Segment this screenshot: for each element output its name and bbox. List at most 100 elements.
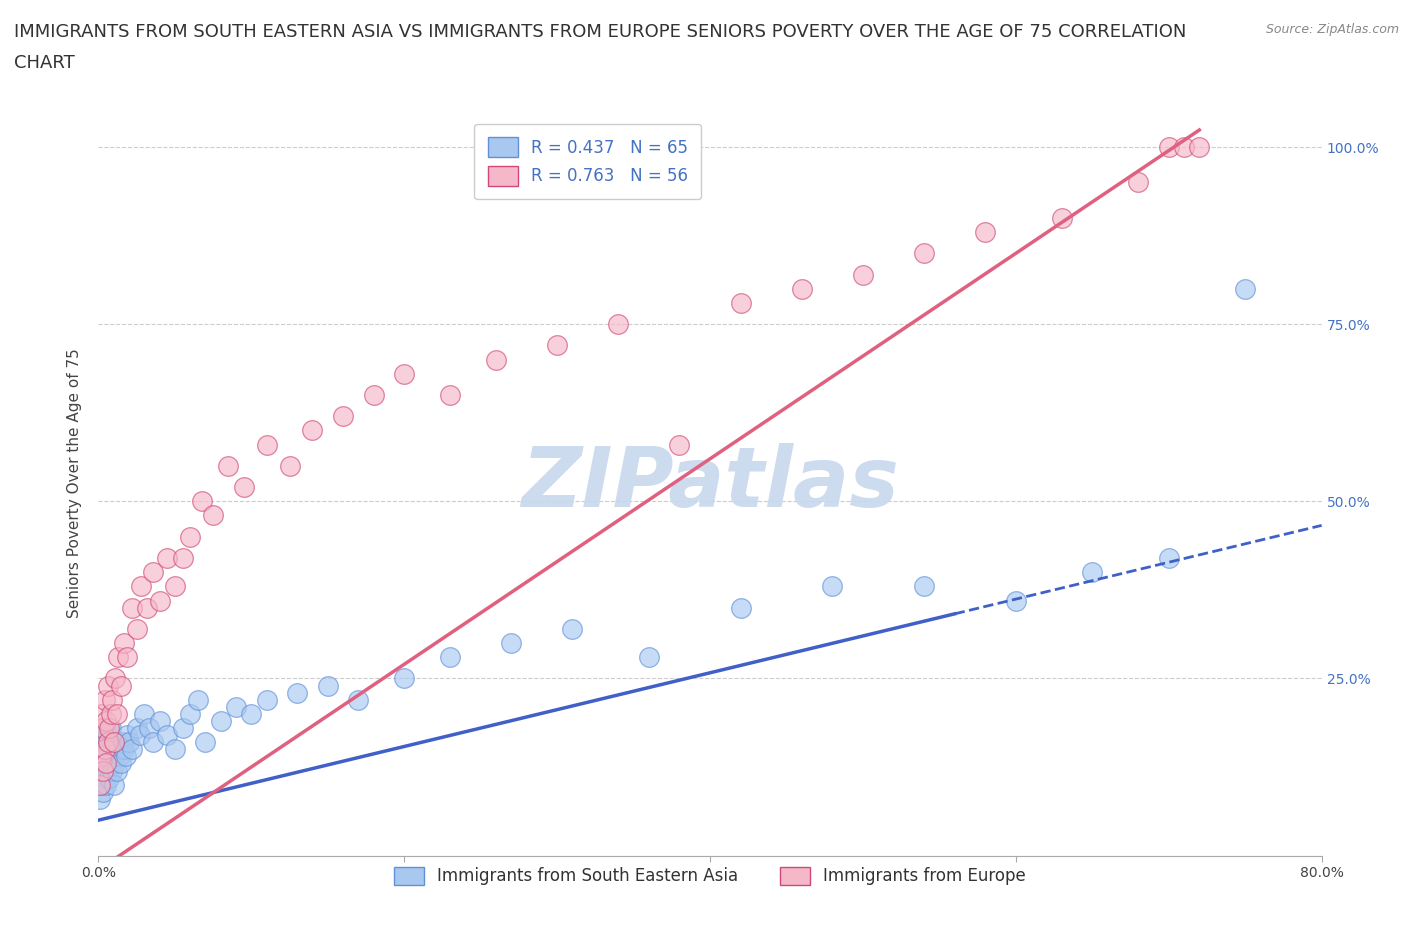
Point [194,735,217,750]
Point [240,707,263,722]
Point [232,480,254,495]
Point [91,721,114,736]
Point [103,777,125,792]
Point [100,721,122,736]
Point [149,593,172,608]
Point [110,756,132,771]
Legend: Immigrants from South Eastern Asia, Immigrants from Europe: Immigrants from South Eastern Asia, Immi… [387,860,1033,892]
Point [93,770,115,785]
Point [561,621,583,636]
Point [316,678,339,693]
Point [117,727,139,742]
Point [104,756,127,771]
Point [105,735,128,750]
Point [172,721,194,736]
Point [118,735,141,750]
Point [125,721,148,736]
Point [179,707,201,722]
Point [256,437,278,452]
Point [107,650,129,665]
Point [111,735,134,750]
Point [301,423,323,438]
Point [285,685,308,700]
Point [134,707,156,722]
Point [1081,565,1104,579]
Point [821,578,844,593]
Point [97,727,120,742]
Point [90,742,112,757]
Point [179,529,201,544]
Point [187,692,209,707]
Point [392,671,416,686]
Point [163,742,186,757]
Point [730,600,752,615]
Point [110,678,132,693]
Point [138,721,160,736]
Point [256,692,278,707]
Point [89,764,111,778]
Point [1128,175,1150,190]
Text: ZIPatlas: ZIPatlas [522,443,898,525]
Point [129,578,152,593]
Point [93,742,115,757]
Point [98,721,121,736]
Point [392,366,416,381]
Point [485,352,508,367]
Point [93,692,115,707]
Point [94,749,117,764]
Point [105,707,128,722]
Point [90,749,112,764]
Point [149,713,172,728]
Point [97,735,120,750]
Point [546,338,568,352]
Point [191,494,214,509]
Point [91,764,114,778]
Point [103,749,125,764]
Point [93,735,115,750]
Point [225,699,247,714]
Point [974,225,997,240]
Point [142,565,165,579]
Point [1157,140,1180,154]
Point [439,388,461,403]
Point [209,713,232,728]
Point [278,458,301,473]
Point [668,437,690,452]
Point [101,692,124,707]
Point [94,713,117,728]
Point [217,458,239,473]
Point [136,600,159,615]
Point [104,671,127,686]
Point [89,791,111,806]
Point [97,678,120,693]
Point [100,756,122,771]
Point [172,551,194,565]
Point [1188,140,1211,154]
Point [91,756,114,771]
Point [101,764,124,778]
Point [730,296,752,311]
Y-axis label: Seniors Poverty Over the Age of 75: Seniors Poverty Over the Age of 75 [67,349,83,618]
Point [363,388,385,403]
Point [912,246,935,260]
Point [607,317,630,332]
Point [115,749,138,764]
Point [112,742,135,757]
Point [97,764,120,778]
Point [912,578,935,593]
Point [637,650,661,665]
Point [790,281,813,296]
Point [103,735,125,750]
Point [90,777,112,792]
Point [125,621,148,636]
Point [121,742,143,757]
Point [112,635,135,650]
Point [347,692,370,707]
Text: Source: ZipAtlas.com: Source: ZipAtlas.com [1265,23,1399,36]
Point [98,742,121,757]
Point [89,777,111,792]
Point [439,650,461,665]
Point [98,770,121,785]
Point [1004,593,1026,608]
Point [501,635,523,650]
